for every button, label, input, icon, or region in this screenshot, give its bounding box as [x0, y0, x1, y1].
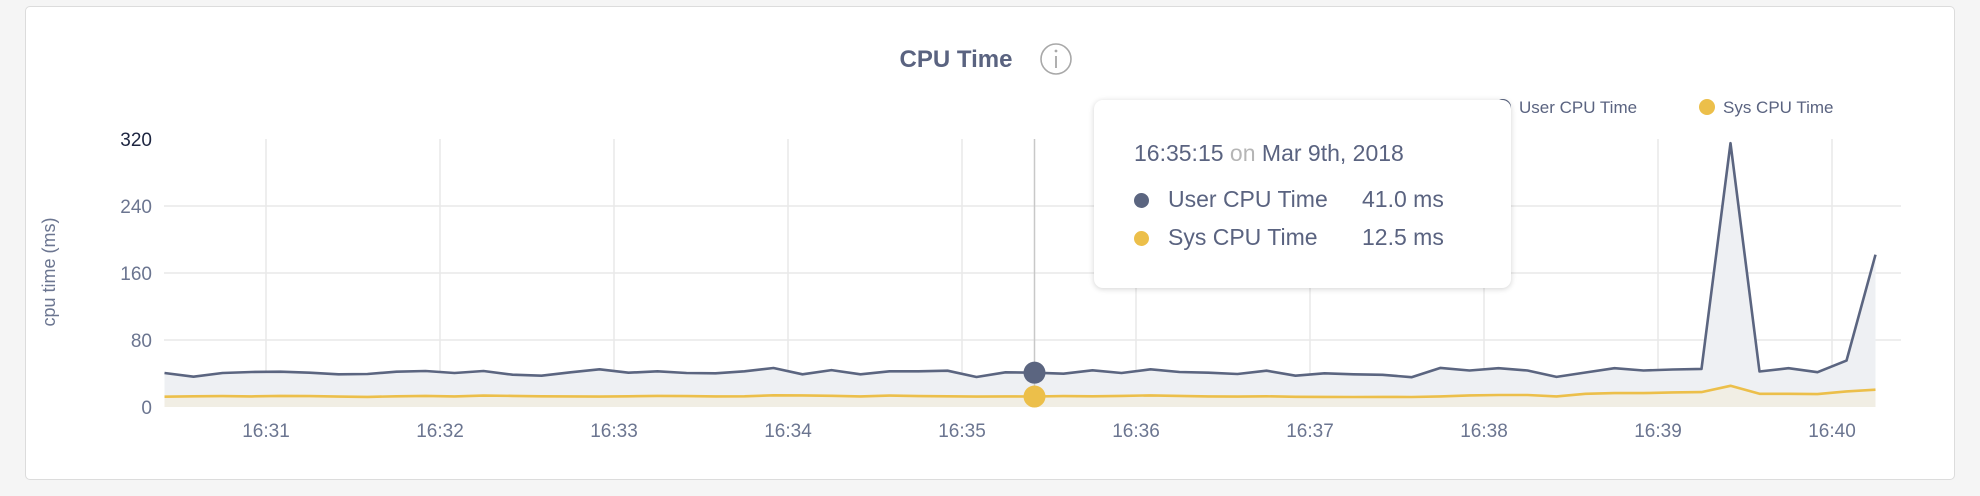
tooltip-timestamp: 16:35:15 on Mar 9th, 2018 — [1134, 140, 1404, 167]
x-tick-label: 16:40 — [1808, 421, 1856, 442]
x-axis-ticks: 16:31 16:32 16:33 16:34 16:35 16:36 16:37 16:38… — [242, 421, 1856, 442]
tooltip-time: 16:35:15 — [1134, 140, 1224, 166]
y-tick-label: 320 — [120, 130, 152, 151]
legend-sys-cpu-time[interactable]: Sys CPU Time — [1699, 98, 1834, 117]
x-tick-label: 16:32 — [416, 421, 464, 442]
x-tick-label: 16:33 — [590, 421, 638, 442]
legend-user-cpu-time[interactable]: User CPU Time — [1495, 98, 1637, 117]
tooltip-on: on — [1229, 140, 1256, 166]
info-circle-icon[interactable] — [1040, 43, 1072, 75]
sys-dot-icon — [1134, 231, 1149, 246]
series-areas — [164, 143, 1876, 407]
y-tick-label: 240 — [120, 197, 152, 218]
series-line-sys — [164, 384, 1876, 399]
hover-crosshair — [1023, 139, 1046, 408]
user-dot-icon — [1134, 193, 1149, 208]
x-tick-label: 16:38 — [1460, 421, 1508, 442]
y-tick-label: 80 — [131, 331, 152, 352]
x-tick-label: 16:37 — [1286, 421, 1334, 442]
series-area-0 — [164, 143, 1876, 407]
series-area-1 — [164, 385, 1876, 407]
tooltip-sys-value: 12.5 ms — [1362, 224, 1444, 250]
chart-title: CPU Time — [900, 46, 1013, 73]
tooltip-date: Mar 9th, 2018 — [1261, 140, 1404, 166]
x-tick-label: 16:31 — [242, 421, 290, 442]
hover-tooltip: 16:35:15 on Mar 9th, 2018 User CPU Time … — [1094, 100, 1511, 288]
y-axis-ticks: 0 80 160 240 320 — [120, 130, 152, 419]
series-line-user — [164, 141, 1877, 379]
tooltip-user-label: User CPU Time — [1168, 186, 1328, 212]
tooltip-row-user: User CPU Time 41.0 ms — [1134, 186, 1494, 216]
x-tick-label: 16:36 — [1112, 421, 1160, 442]
hover-marker-user — [1023, 361, 1046, 384]
tooltip-row-sys: Sys CPU Time 12.5 ms — [1134, 224, 1494, 254]
legend-sys-dot — [1699, 99, 1715, 115]
y-tick-label: 160 — [120, 264, 152, 285]
y-axis-title: cpu time (ms) — [39, 217, 59, 326]
y-tick-label: 0 — [141, 398, 152, 419]
series-lines — [164, 141, 1877, 399]
x-tick-label: 16:35 — [938, 421, 986, 442]
x-tick-label: 16:39 — [1634, 421, 1682, 442]
x-tick-label: 16:34 — [764, 421, 812, 442]
tooltip-sys-label: Sys CPU Time — [1168, 224, 1318, 250]
legend-sys-label: Sys CPU Time — [1723, 98, 1834, 117]
hover-marker-sys — [1023, 385, 1046, 408]
tooltip-user-value: 41.0 ms — [1362, 186, 1444, 212]
legend-user-label: User CPU Time — [1519, 98, 1637, 117]
